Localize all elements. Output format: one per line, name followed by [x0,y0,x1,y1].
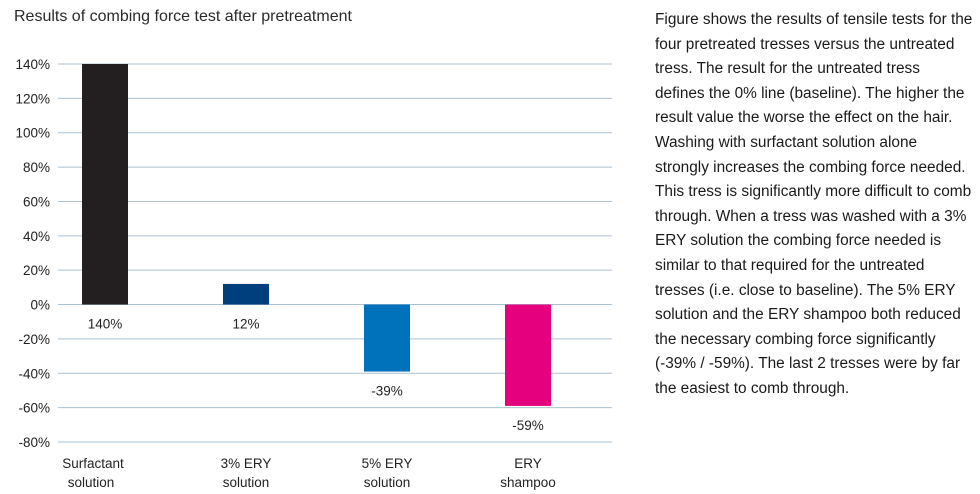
x-tick-label: solution [68,475,115,490]
y-tick-label: 140% [15,57,50,72]
x-tick-label: 3% ERY [221,456,272,471]
y-tick-label: 0% [30,298,50,313]
data-label: 12% [232,317,259,332]
y-tick-label: 100% [15,126,50,141]
y-tick-label: 40% [23,229,50,244]
bars [82,64,551,406]
y-tick-label: 80% [23,160,50,175]
data-label: -39% [371,384,403,399]
data-label: 140% [88,317,123,332]
x-tick-label: solution [223,475,270,490]
x-tick-label: shampoo [500,475,556,490]
y-tick-label: -60% [18,401,50,416]
bar-chart: 140% 120% 100% 80% 60% 40% 20% 0% -20% -40% -60% -8… [15,57,612,490]
x-tick-label: 5% ERY [362,456,413,471]
y-tick-label: -40% [18,366,50,381]
y-tick-label: 120% [15,91,50,106]
y-tick-label: 20% [23,263,50,278]
figure-description: Figure shows the results of tensile test… [655,11,973,397]
data-label: -59% [512,418,544,433]
x-axis-category-labels: Surfactant solution 3% ERY solution 5% ERY so… [62,456,556,490]
y-tick-label: -20% [18,332,50,347]
chart-title: Results of combing force test after pret… [14,8,352,25]
x-tick-label: Surfactant [62,456,124,471]
bar [82,64,128,305]
x-tick-label: solution [364,475,411,490]
y-axis-tick-labels: 140% 120% 100% 80% 60% 40% 20% 0% -20% -40% -60% -8… [15,57,50,450]
x-tick-label: ERY [514,456,542,471]
bar [223,283,269,305]
bar [505,304,551,406]
y-tick-label: 60% [23,194,50,209]
gridlines [58,63,612,443]
y-tick-label: -80% [18,435,50,450]
bar [364,304,410,372]
data-labels: 140% 12% -39% -59% [88,317,544,433]
